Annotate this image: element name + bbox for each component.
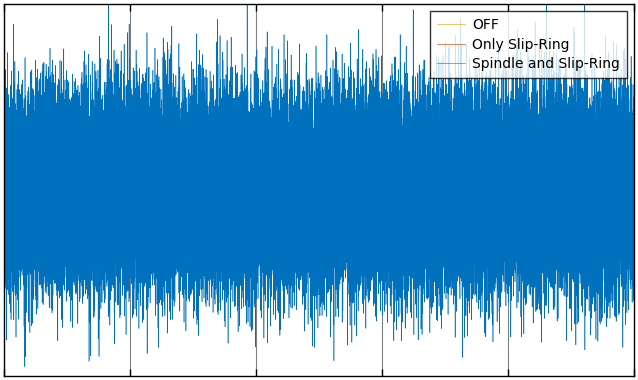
- Only Slip-Ring: [342, 177, 350, 182]
- OFF: [152, 195, 160, 199]
- Spindle and Slip-Ring: [152, 161, 160, 166]
- Only Slip-Ring: [152, 183, 160, 187]
- Only Slip-Ring: [588, 218, 596, 223]
- Line: Only Slip-Ring: Only Slip-Ring: [4, 161, 634, 221]
- OFF: [1, 184, 8, 188]
- Spindle and Slip-Ring: [468, 142, 475, 147]
- Only Slip-Ring: [468, 177, 475, 182]
- Spindle and Slip-Ring: [380, 81, 387, 86]
- Only Slip-Ring: [380, 191, 387, 195]
- OFF: [280, 212, 288, 216]
- Only Slip-Ring: [630, 197, 637, 201]
- Spindle and Slip-Ring: [630, 257, 637, 261]
- Only Slip-Ring: [473, 159, 480, 163]
- Spindle and Slip-Ring: [21, 364, 29, 369]
- Legend: OFF, Only Slip-Ring, Spindle and Slip-Ring: OFF, Only Slip-Ring, Spindle and Slip-Ri…: [431, 11, 627, 78]
- Spindle and Slip-Ring: [1, 238, 8, 243]
- Line: OFF: OFF: [4, 167, 634, 214]
- Spindle and Slip-Ring: [342, 193, 350, 198]
- Spindle and Slip-Ring: [43, 236, 51, 240]
- OFF: [630, 182, 637, 187]
- Spindle and Slip-Ring: [242, 180, 249, 184]
- Only Slip-Ring: [43, 198, 51, 203]
- OFF: [608, 165, 616, 169]
- OFF: [43, 186, 51, 190]
- Only Slip-Ring: [1, 174, 8, 179]
- OFF: [380, 173, 387, 177]
- Line: Spindle and Slip-Ring: Spindle and Slip-Ring: [4, 0, 634, 367]
- OFF: [342, 189, 350, 193]
- OFF: [468, 194, 475, 198]
- OFF: [242, 195, 249, 200]
- Only Slip-Ring: [242, 185, 249, 190]
